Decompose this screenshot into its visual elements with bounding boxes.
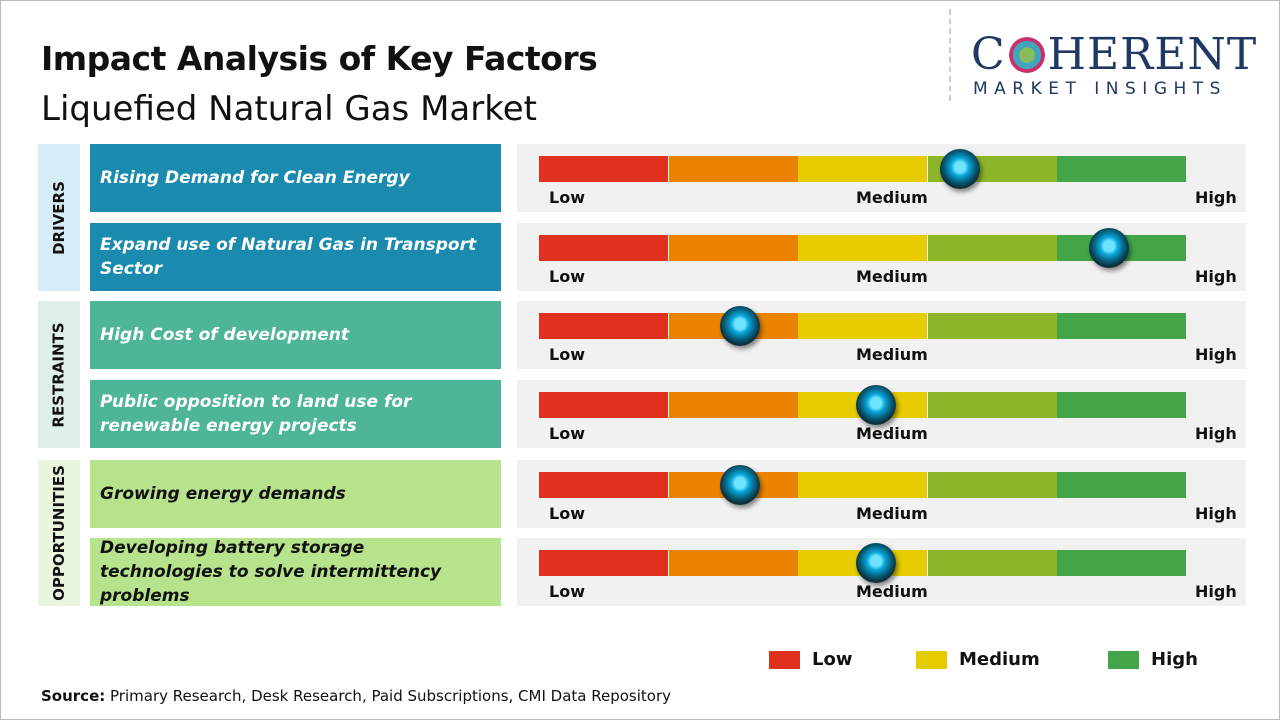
scale-label: Medium — [856, 582, 928, 601]
impact-indicator-knob — [940, 149, 981, 189]
scale-label: Medium — [856, 345, 928, 364]
gauge-segment — [927, 235, 1057, 261]
impact-gauge: Low Medium High — [517, 538, 1246, 606]
scale-label: High — [1195, 188, 1237, 207]
legend-swatch — [916, 650, 947, 669]
legend-item-medium: Medium — [916, 649, 1040, 670]
impact-indicator-knob — [1089, 228, 1130, 268]
scale-label: Low — [549, 504, 585, 523]
factor-label: High Cost of development — [90, 301, 501, 369]
scale-label: Low — [549, 345, 585, 364]
legend-swatch — [769, 650, 800, 669]
category-label-opportunities: OPPORTUNITIES — [38, 460, 80, 606]
factor-label: Public opposition to land use for renewa… — [90, 380, 501, 448]
gauge-segment — [1057, 392, 1187, 418]
factor-label: Developing battery storage technologies … — [90, 538, 501, 606]
gauge-segment — [1057, 472, 1187, 498]
chart-title: Impact Analysis of Key Factors — [41, 39, 598, 78]
scale-label: High — [1195, 345, 1237, 364]
impact-gauge: Low Medium High — [517, 460, 1246, 528]
gauge-segment — [539, 550, 668, 576]
impact-gauge: Low Medium High — [517, 380, 1246, 448]
impact-gauge: Low Medium High — [517, 223, 1246, 291]
gauge-segment — [1057, 550, 1187, 576]
gauge-segment — [798, 235, 928, 261]
gauge-segment — [798, 313, 928, 339]
gauge-segment — [798, 156, 928, 182]
gauge-segment — [668, 550, 798, 576]
impact-gauge: Low Medium High — [517, 301, 1246, 369]
gauge-segment — [1057, 156, 1187, 182]
factor-label: Growing energy demands — [90, 460, 501, 528]
globe-icon — [1008, 37, 1045, 73]
gauge-segment — [539, 235, 668, 261]
gauge-segment — [927, 392, 1057, 418]
scale-label: Low — [549, 582, 585, 601]
scale-label: Medium — [856, 267, 928, 286]
gauge-segment — [539, 313, 668, 339]
gauge-segment — [668, 156, 798, 182]
gauge-segment — [927, 472, 1057, 498]
gauge-segment — [668, 235, 798, 261]
scale-label: High — [1195, 582, 1237, 601]
factor-label: Expand use of Natural Gas in Transport S… — [90, 223, 501, 291]
category-label-restraints: RESTRAINTS — [38, 301, 80, 448]
scale-label: High — [1195, 267, 1237, 286]
impact-indicator-knob — [855, 543, 896, 583]
impact-indicator-knob — [719, 465, 760, 505]
scale-label: Medium — [856, 504, 928, 523]
scale-label: Medium — [856, 188, 928, 207]
impact-gauge: Low Medium High — [517, 144, 1246, 212]
company-logo: C HERENT MARKET INSIGHTS — [949, 9, 1269, 101]
scale-label: Medium — [856, 424, 928, 443]
scale-label: High — [1195, 504, 1237, 523]
legend-item-high: High — [1108, 649, 1198, 670]
gauge-segment — [539, 156, 668, 182]
chart-subtitle: Liquefied Natural Gas Market — [41, 89, 537, 129]
gauge-segment — [539, 472, 668, 498]
scale-label: Low — [549, 188, 585, 207]
scale-label: Low — [549, 267, 585, 286]
gauge-segment — [668, 392, 798, 418]
gauge-segment — [927, 313, 1057, 339]
impact-indicator-knob — [855, 385, 896, 425]
gauge-segment — [798, 472, 928, 498]
impact-indicator-knob — [719, 306, 760, 346]
gauge-segment — [927, 550, 1057, 576]
factor-label: Rising Demand for Clean Energy — [90, 144, 501, 212]
source-note: Source: Primary Research, Desk Research,… — [41, 687, 672, 705]
scale-label: High — [1195, 424, 1237, 443]
legend-swatch — [1108, 650, 1139, 669]
legend-item-low: Low — [769, 649, 852, 670]
gauge-segment — [539, 392, 668, 418]
category-label-drivers: DRIVERS — [38, 144, 80, 291]
scale-label: Low — [549, 424, 585, 443]
gauge-segment — [1057, 313, 1187, 339]
